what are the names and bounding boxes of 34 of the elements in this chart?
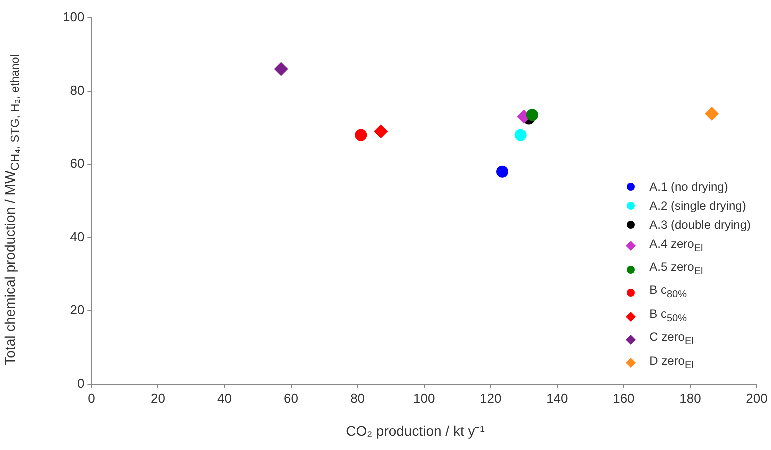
- y-tick-label: 20: [70, 302, 85, 318]
- x-tick-label: 180: [680, 390, 702, 406]
- point: [274, 62, 288, 76]
- y-tick-label: 40: [70, 229, 85, 244]
- legend-label: B c$_{50%}$: [650, 306, 687, 326]
- x-tick-label: 100: [413, 390, 436, 406]
- point: [514, 129, 527, 142]
- y-tick-label: 80: [70, 82, 85, 98]
- x-tick-label: 0: [88, 390, 96, 406]
- legend-label: A.2 (single drying): [650, 198, 746, 215]
- legend-label: C zero$_{El}$: [650, 329, 694, 350]
- y-tick-label: 100: [62, 10, 85, 25]
- y-tick-label: 0: [77, 376, 85, 391]
- legend-label: D zero$_{El}$: [650, 352, 694, 373]
- x-tick-label: 140: [546, 390, 568, 406]
- legend-label: A.1 (no drying): [650, 178, 728, 196]
- legend-label: B c$_{80%}$: [650, 282, 687, 303]
- x-tick-label: 200: [746, 390, 768, 406]
- x-axis-title: CO₂ production / kt y⁻¹: [345, 422, 486, 440]
- x-tick-label: 160: [613, 390, 635, 406]
- x-tick-label: 20: [150, 390, 166, 406]
- x-tick-label: 60: [284, 390, 299, 406]
- x-tick-label: 40: [218, 390, 232, 406]
- legend-label: A.4 zero$_{El}$: [650, 236, 704, 256]
- legend-label: A.3 (double drying): [650, 216, 751, 234]
- point: [496, 166, 509, 178]
- point: [374, 124, 388, 139]
- point: [526, 109, 538, 122]
- legend-label: A.5 zero$_{El}$: [650, 259, 704, 280]
- x-tick-label: 120: [480, 390, 502, 406]
- y-tick-label: 60: [70, 156, 85, 172]
- x-tick-label: 80: [350, 390, 366, 406]
- point: [355, 129, 368, 142]
- point: [705, 106, 720, 121]
